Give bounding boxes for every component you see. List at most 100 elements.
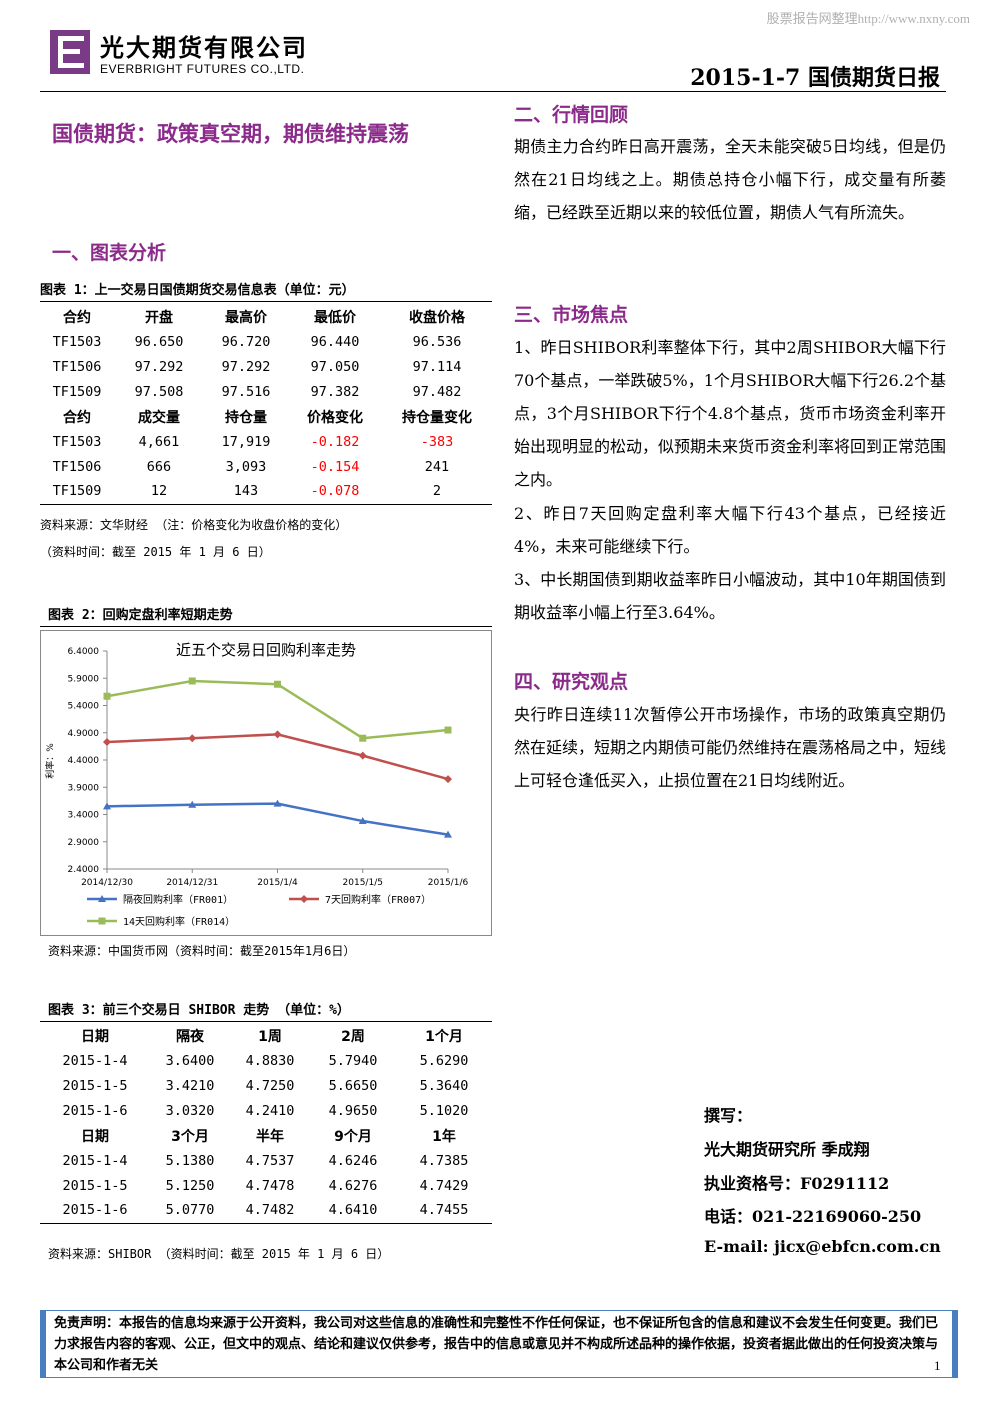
series-point-0 <box>444 830 452 838</box>
series-line-0 <box>106 802 449 836</box>
section-viewpoint: 四、研究观点 <box>514 671 629 693</box>
y-tick-label: 5.9000 <box>68 674 100 684</box>
futures-table-cell: -383 <box>420 433 454 450</box>
shibor-table-cell: 5.6650 <box>328 1077 378 1094</box>
shibor-table-cell: 2015-1-6 <box>40 1198 150 1224</box>
shibor-table-header-row: 日期 隔夜 1周 2周 1个月 <box>40 1023 492 1048</box>
legend-label: 14天回购利率（FR014） <box>123 915 235 928</box>
futures-table-row: TF1503 96.650 96.720 96.440 96.536 <box>40 329 492 354</box>
shibor-table-header-cell: 1个月 <box>425 1028 463 1045</box>
futures-table-header-cell: 合约 <box>63 309 91 326</box>
series-point-2 <box>188 677 196 685</box>
shibor-table-header-cell: 日期 <box>81 1028 109 1045</box>
y-axis-label: 利率：% <box>44 743 56 779</box>
shibor-table-cell: 4.7250 <box>245 1077 295 1094</box>
futures-table-cell: -0.078 <box>288 479 382 505</box>
legend-label: 隔夜回购利率（FR001） <box>123 893 233 906</box>
x-tick-label: 2014/12/31 <box>166 878 218 888</box>
shibor-table-cell: 5.1020 <box>419 1102 469 1119</box>
disclaimer: 免责声明：本报告的信息均来源于公开资料，我公司对这些信息的准确性和完整性不作任何… <box>40 1310 958 1378</box>
shibor-table-header-row: 日期 3个月 半年 9个月 1年 <box>40 1123 492 1148</box>
futures-table-cell: 97.382 <box>310 383 360 400</box>
shibor-table-header-cell: 半年 <box>256 1128 284 1145</box>
y-tick-label: 4.4000 <box>68 756 100 766</box>
futures-table-cell: 96.720 <box>221 333 271 350</box>
section-market-focus: 三、市场焦点 <box>514 304 629 326</box>
focus-item-1: 1、昨日SHIBOR利率整体下行，其中2周SHIBOR大幅下行70个基点，一举跌… <box>514 338 947 489</box>
section-chart-analysis: 一、图表分析 <box>52 242 167 264</box>
author-email[interactable]: E-mail: jicx@ebfcn.com.cn <box>704 1237 941 1256</box>
futures-table-cell: 96.536 <box>412 333 462 350</box>
y-tick-label: 4.9000 <box>68 729 100 739</box>
shibor-table-cell: 5.1380 <box>165 1152 215 1169</box>
y-tick-label: 3.9000 <box>68 783 100 793</box>
shibor-table-row: 2015-1-4 5.1380 4.7537 4.6246 4.7385 <box>40 1148 492 1173</box>
futures-table-header-cell: 最高价 <box>225 309 267 326</box>
shibor-table-row: 2015-1-5 5.1250 4.7478 4.6276 4.7429 <box>40 1173 492 1198</box>
futures-table-row: TF1503 4,661 17,919 -0.182 -383 <box>40 429 492 454</box>
futures-table-cell: -0.182 <box>310 433 360 450</box>
document-title: 2015-1-7 国债期货日报 <box>690 65 940 91</box>
futures-table-header-cell: 合约 <box>63 409 91 426</box>
futures-table-header-cell: 价格变化 <box>307 409 363 426</box>
futures-table-cell: 96.650 <box>134 333 184 350</box>
futures-table-cell: 97.482 <box>412 383 462 400</box>
futures-table-cell: TF1506 <box>52 458 102 475</box>
series-point-2 <box>444 726 452 734</box>
table1-caption: 图表 1：上一交易日国债期货交易信息表（单位：元） <box>40 283 355 298</box>
chart-source: 资料来源：中国货币网（资料时间：截至2015年1月6日） <box>48 944 356 958</box>
x-tick-label: 2015/1/4 <box>257 878 298 888</box>
shibor-table-cell: 2015-1-4 <box>62 1052 128 1069</box>
focus-item-2: 2、昨日7天回购定盘利率大幅下行43个基点，已经接近4%，未来可能继续下行。 <box>514 504 946 556</box>
shibor-table-cell: 5.1250 <box>165 1177 215 1194</box>
futures-table-cell: 97.292 <box>221 358 271 375</box>
shibor-table-header-cell: 9个月 <box>334 1128 372 1145</box>
chart-title: 近五个交易日回购利率走势 <box>176 641 356 659</box>
futures-table-cell: 4,661 <box>138 433 180 450</box>
section-market-review: 二、行情回顾 <box>514 104 629 126</box>
futures-table-cell: TF1506 <box>52 358 102 375</box>
shibor-table-cell: 4.7482 <box>230 1198 310 1224</box>
shibor-table: 日期 隔夜 1周 2周 1个月 2015-1-4 3.6400 4.8830 5.7940 5.6… <box>40 1023 492 1224</box>
series-point-1 <box>273 730 282 739</box>
series-point-1 <box>188 734 197 743</box>
y-tick-label: 6.4000 <box>68 647 100 657</box>
shibor-table-cell: 2015-1-6 <box>62 1102 128 1119</box>
report-title: 国债期货：政策真空期，期债维持震荡 <box>52 121 409 146</box>
series-point-0 <box>273 799 282 807</box>
futures-table-header-cell: 成交量 <box>138 409 180 426</box>
legend-swatch-marker <box>98 895 106 902</box>
shibor-table-cell: 4.6246 <box>328 1152 378 1169</box>
futures-table-cell: TF1503 <box>52 333 102 350</box>
shibor-table-cell: 3.6400 <box>165 1052 215 1069</box>
y-tick-label: 5.4000 <box>68 702 100 712</box>
author-license: 执业资格号：F0291112 <box>704 1174 890 1193</box>
shibor-table-cell: 5.0770 <box>150 1198 230 1224</box>
futures-table-header-row: 合约 开盘 最高价 最低价 收盘价格 <box>40 304 492 329</box>
shibor-table-cell: 4.7455 <box>396 1198 492 1224</box>
shibor-table-cell: 4.7429 <box>419 1177 469 1194</box>
shibor-table-row: 2015-1-6 3.0320 4.2410 4.9650 5.1020 <box>40 1098 492 1123</box>
futures-table-cell: 97.050 <box>310 358 360 375</box>
futures-table-header-cell: 收盘价格 <box>409 309 465 326</box>
shibor-table-cell: 5.3640 <box>419 1077 469 1094</box>
futures-table-cell: 97.292 <box>134 358 184 375</box>
futures-table-row: TF1506 97.292 97.292 97.050 97.114 <box>40 354 492 379</box>
futures-table-cell: 97.114 <box>412 358 462 375</box>
futures-table-row: TF1509 97.508 97.516 97.382 97.482 <box>40 379 492 404</box>
table3-source: 资料来源：SHIBOR （资料时间：截至 2015 年 1 月 6 日） <box>48 1247 390 1261</box>
series-line-1 <box>106 733 449 781</box>
series-point-2 <box>103 692 111 700</box>
legend-swatch-marker <box>300 895 308 903</box>
table1-time: （资料时间：截至 2015 年 1 月 6 日） <box>40 545 271 559</box>
futures-table-header-cell: 最低价 <box>314 309 356 326</box>
shibor-table-cell: 2015-1-5 <box>62 1077 128 1094</box>
series-point-1 <box>444 775 452 784</box>
series-point-2 <box>359 734 367 742</box>
shibor-table-row: 2015-1-5 3.4210 4.7250 5.6650 5.3640 <box>40 1073 492 1098</box>
focus-item-3: 3、中长期国债到期收益率昨日小幅波动，其中10年期国债到期收益率小幅上行至3.6… <box>514 570 946 622</box>
futures-table-cell: -0.154 <box>310 458 360 475</box>
futures-table-cell: TF1503 <box>52 433 102 450</box>
table1-top-rule <box>40 301 492 302</box>
futures-table-cell: 143 <box>204 479 288 505</box>
